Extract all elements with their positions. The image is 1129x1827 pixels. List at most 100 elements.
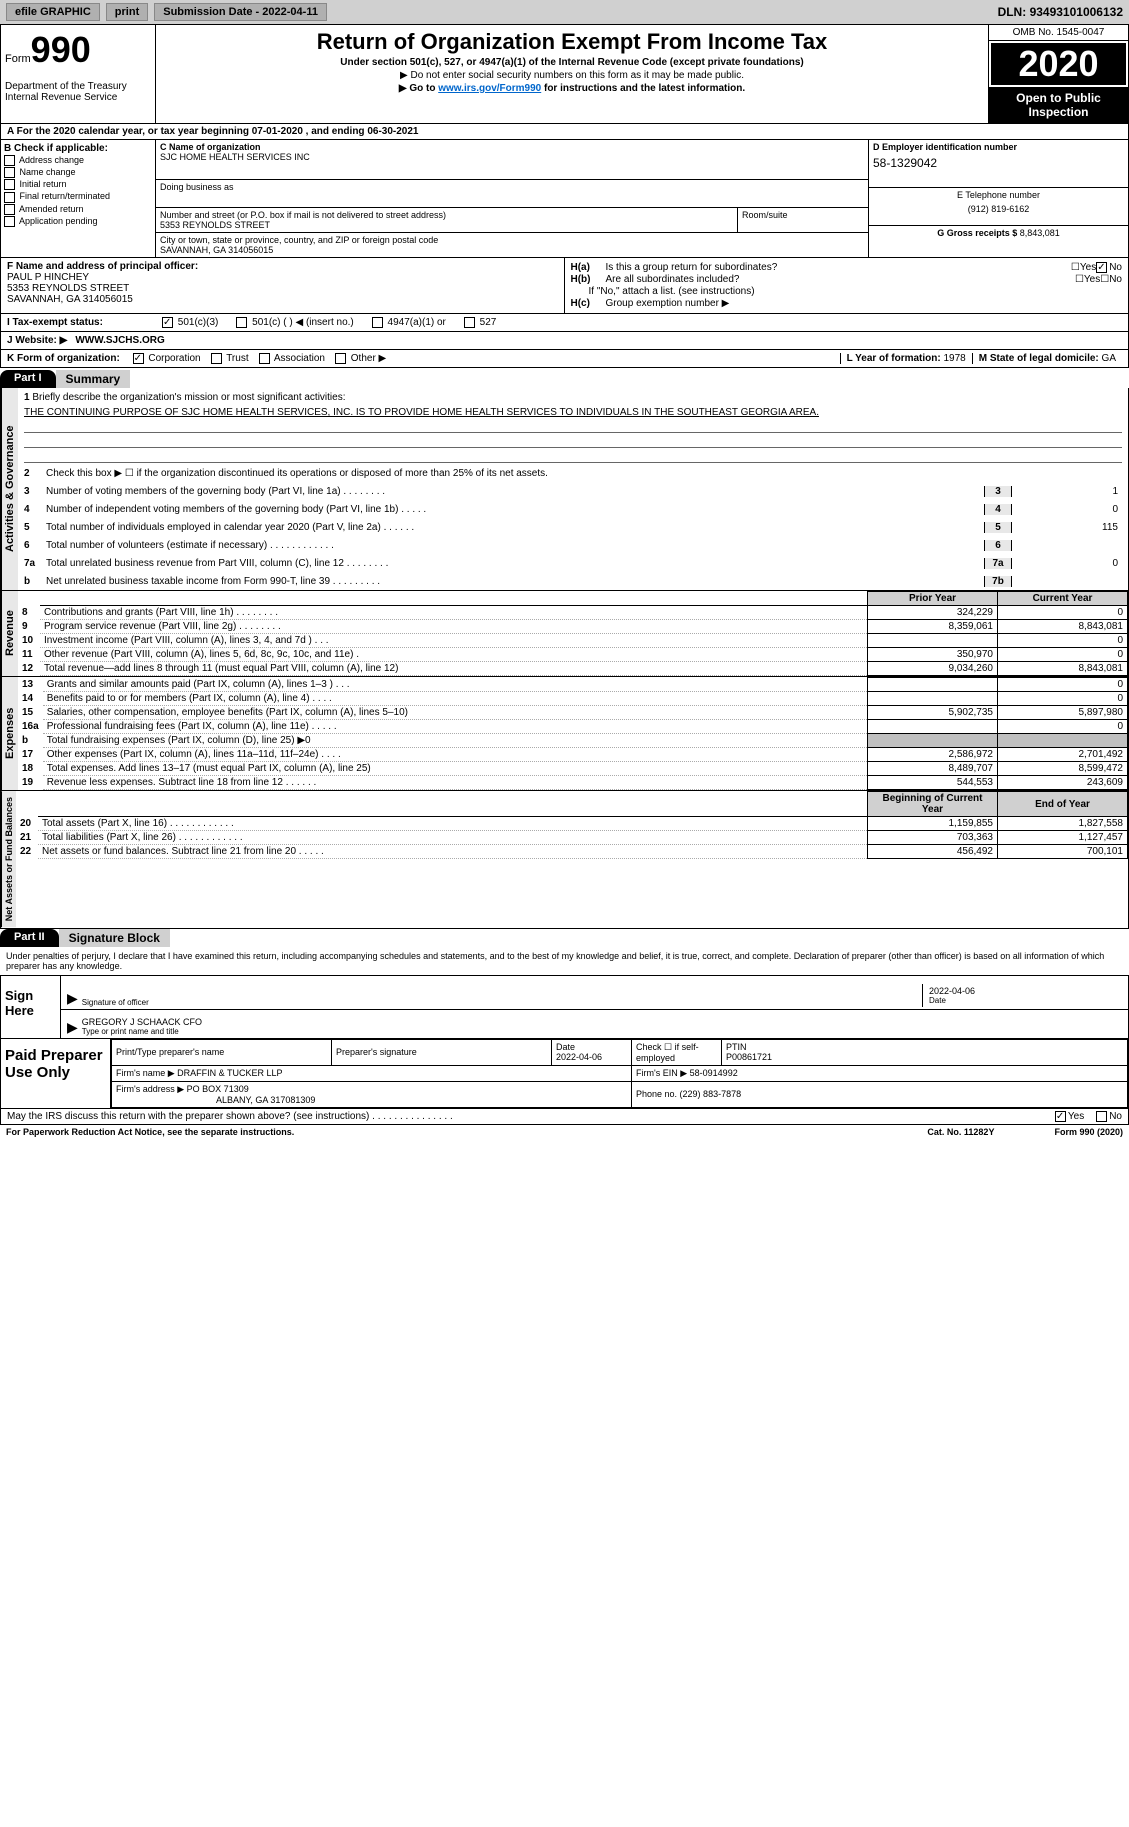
line1-text: Briefly describe the organization's miss…: [32, 392, 345, 403]
tax-period: A For the 2020 calendar year, or tax yea…: [0, 124, 1129, 140]
tax-status-option[interactable]: 501(c)(3): [162, 317, 218, 328]
ssn-warning: ▶ Do not enter social security numbers o…: [160, 70, 984, 81]
box-b-option[interactable]: Address change: [4, 155, 152, 166]
ha-yes[interactable]: ☐Yes: [1071, 262, 1096, 273]
fin-row: 11Other revenue (Part VIII, column (A), …: [18, 648, 1128, 662]
col-begin: Beginning of Current Year: [868, 792, 998, 817]
firm-addr-label: Firm's address ▶: [116, 1084, 184, 1094]
summary-line: 5Total number of individuals employed in…: [18, 518, 1128, 536]
officer-type-label: Type or print name and title: [82, 1027, 1122, 1036]
prep-check-self[interactable]: Check ☐ if self-employed: [632, 1039, 722, 1065]
box-b-option[interactable]: Amended return: [4, 204, 152, 215]
goto-link: ▶ Go to www.irs.gov/Form990 for instruct…: [160, 83, 984, 94]
fin-row: 20Total assets (Part X, line 16) . . . .…: [16, 817, 1128, 831]
form-org-option[interactable]: Corporation: [133, 353, 201, 364]
vlabel-governance: Activities & Governance: [1, 388, 18, 590]
box-b-option[interactable]: Initial return: [4, 179, 152, 190]
summary-line: 3Number of voting members of the governi…: [18, 482, 1128, 500]
state-domicile: GA: [1102, 353, 1116, 364]
officer-printed: GREGORY J SCHAACK CFO: [82, 1017, 1122, 1027]
col-current: Current Year: [998, 592, 1128, 606]
box-b-header: B Check if applicable:: [4, 143, 152, 154]
firm-name: DRAFFIN & TUCKER LLP: [177, 1068, 282, 1078]
discuss-yes[interactable]: Yes: [1055, 1111, 1084, 1122]
box-i-row: I Tax-exempt status: 501(c)(3) 501(c) ( …: [0, 314, 1129, 332]
expenses-section: Expenses 13Grants and similar amounts pa…: [0, 677, 1129, 791]
prep-name-label: Print/Type preparer's name: [116, 1047, 327, 1057]
dba-label: Doing business as: [160, 182, 864, 192]
line2-num: 2: [24, 468, 46, 479]
efile-button[interactable]: efile GRAPHIC: [6, 3, 100, 21]
section-fh: F Name and address of principal officer:…: [0, 258, 1129, 314]
org-name: SJC HOME HEALTH SERVICES INC: [160, 152, 864, 162]
line2-text: Check this box ▶ ☐ if the organization d…: [46, 468, 1122, 479]
omb-number: OMB No. 1545-0047: [989, 25, 1128, 41]
ha-no[interactable]: No: [1096, 262, 1122, 273]
hb-label: H(b): [571, 274, 606, 285]
form-org-option[interactable]: Association: [259, 353, 325, 364]
sign-here-block: Sign Here ▶ Signature of officer 2022-04…: [0, 975, 1129, 1039]
tax-status-option[interactable]: 4947(a)(1) or: [372, 317, 446, 328]
revenue-section: Revenue Prior YearCurrent Year 8Contribu…: [0, 591, 1129, 677]
netassets-section: Net Assets or Fund Balances Beginning of…: [0, 791, 1129, 928]
fin-row: 13Grants and similar amounts paid (Part …: [18, 678, 1128, 692]
mission-statement: THE CONTINUING PURPOSE OF SJC HOME HEALT…: [18, 407, 1128, 418]
ha-text: Is this a group return for subordinates?: [606, 262, 1071, 273]
sig-date-label: Date: [929, 996, 1116, 1005]
signature-declaration: Under penalties of perjury, I declare th…: [0, 947, 1129, 975]
tax-status-option[interactable]: 501(c) ( ) ◀ (insert no.): [236, 317, 353, 328]
fin-row: 10Investment income (Part VIII, column (…: [18, 634, 1128, 648]
fin-row: 15Salaries, other compensation, employee…: [18, 706, 1128, 720]
box-b-option[interactable]: Name change: [4, 167, 152, 178]
fin-row: 17Other expenses (Part IX, column (A), l…: [18, 748, 1128, 762]
box-m-label: M State of legal domicile:: [979, 353, 1102, 364]
box-b-option[interactable]: Final return/terminated: [4, 191, 152, 202]
hb-yes[interactable]: ☐Yes: [1075, 274, 1100, 285]
tax-year: 2020: [989, 41, 1128, 87]
addr-label: Number and street (or P.O. box if mail i…: [160, 210, 733, 220]
firm-addr2: ALBANY, GA 317081309: [216, 1095, 315, 1105]
summary-line: bNet unrelated business taxable income f…: [18, 572, 1128, 590]
discuss-no[interactable]: No: [1096, 1111, 1122, 1122]
arrow-icon: ▶: [67, 990, 78, 1007]
box-j-label: J Website: ▶: [7, 335, 67, 346]
form-subtitle: Under section 501(c), 527, or 4947(a)(1)…: [160, 57, 984, 68]
tax-status-option[interactable]: 527: [464, 317, 496, 328]
part1-summary: Activities & Governance 1 Briefly descri…: [0, 388, 1129, 591]
box-b-option[interactable]: Application pending: [4, 216, 152, 227]
open-public: Open to Public Inspection: [989, 87, 1128, 123]
fin-row: 18Total expenses. Add lines 13–17 (must …: [18, 762, 1128, 776]
paid-preparer-block: Paid Preparer Use Only Print/Type prepar…: [0, 1039, 1129, 1109]
addr-value: 5353 REYNOLDS STREET: [160, 220, 733, 230]
dln: DLN: 93493101006132: [998, 5, 1123, 19]
form-header: Form990 Department of the Treasury Inter…: [0, 24, 1129, 124]
dept-treasury: Department of the Treasury Internal Reve…: [5, 81, 151, 103]
print-button[interactable]: print: [106, 3, 148, 21]
form-org-option[interactable]: Trust: [211, 353, 249, 364]
firm-phone-label: Phone no.: [636, 1089, 680, 1099]
submission-date: Submission Date - 2022-04-11: [154, 3, 327, 21]
discuss-text: May the IRS discuss this return with the…: [7, 1111, 1055, 1122]
arrow-icon: ▶: [67, 1019, 78, 1036]
fin-row: 12Total revenue—add lines 8 through 11 (…: [18, 662, 1128, 676]
website-value: WWW.SJCHS.ORG: [75, 335, 164, 346]
sig-date: 2022-04-06: [929, 986, 1116, 996]
hb-no[interactable]: ☐No: [1100, 274, 1122, 285]
hc-text: Group exemption number ▶: [606, 298, 1123, 309]
cat-no: Cat. No. 11282Y: [927, 1127, 994, 1137]
ha-label: H(a): [571, 262, 606, 273]
firm-name-label: Firm's name ▶: [116, 1068, 175, 1078]
box-l-label: L Year of formation:: [847, 353, 944, 364]
form-number: 990: [31, 29, 91, 70]
ptin-label: PTIN: [726, 1042, 1123, 1052]
col-end: End of Year: [998, 792, 1128, 817]
form-org-option[interactable]: Other ▶: [335, 353, 386, 364]
firm-ein-label: Firm's EIN ▶: [636, 1068, 687, 1078]
firm-addr1: PO BOX 71309: [187, 1084, 249, 1094]
irs-link[interactable]: www.irs.gov/Form990: [438, 83, 541, 94]
tel-value: (912) 819-6162: [873, 204, 1124, 214]
fin-row: 21Total liabilities (Part X, line 26) . …: [16, 831, 1128, 845]
firm-ein: 58-0914992: [690, 1068, 738, 1078]
prep-sig-label: Preparer's signature: [336, 1047, 547, 1057]
form-ref: Form 990 (2020): [1054, 1127, 1123, 1137]
